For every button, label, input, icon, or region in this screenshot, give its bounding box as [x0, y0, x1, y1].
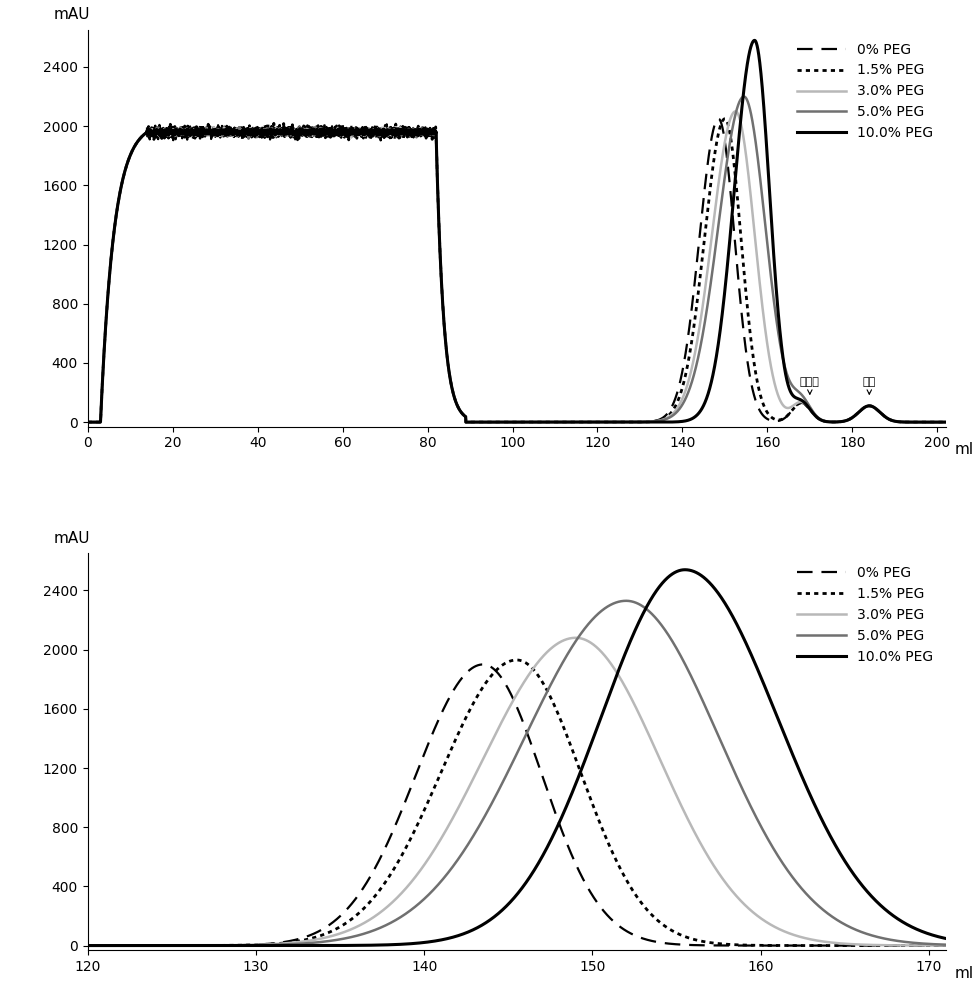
Legend: 0% PEG, 1.5% PEG, 3.0% PEG, 5.0% PEG, 10.0% PEG: 0% PEG, 1.5% PEG, 3.0% PEG, 5.0% PEG, 10…: [792, 560, 939, 669]
Text: mAU: mAU: [54, 531, 90, 546]
Legend: 0% PEG, 1.5% PEG, 3.0% PEG, 5.0% PEG, 10.0% PEG: 0% PEG, 1.5% PEG, 3.0% PEG, 5.0% PEG, 10…: [792, 37, 939, 146]
Text: ml: ml: [955, 442, 973, 457]
Text: 消毒: 消毒: [863, 377, 876, 394]
Text: mAU: mAU: [54, 7, 90, 22]
Text: 解吸附: 解吸附: [800, 377, 820, 394]
Text: ml: ml: [955, 966, 973, 981]
